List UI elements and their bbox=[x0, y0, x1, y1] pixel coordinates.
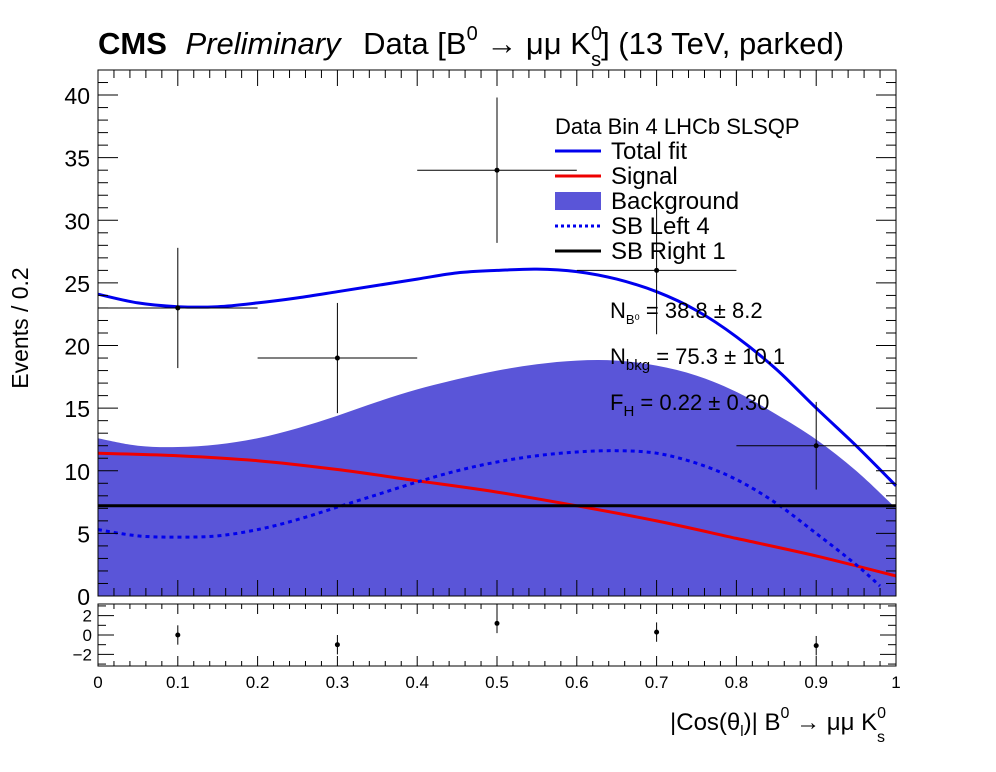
y-tick-label: 0 bbox=[77, 584, 90, 610]
title-text-pre: Data [B bbox=[363, 26, 466, 61]
title-text-mid: → μμ K bbox=[478, 26, 592, 61]
residual-point bbox=[654, 622, 660, 642]
data-point bbox=[257, 302, 418, 414]
residual-x-axis: 0 0.1 0.2 0.3 0.4 0.5 0.6 0.7 0.8 0.9 1 bbox=[93, 604, 901, 692]
legend: Data Bin 4 LHCb SLSQP Total fitSignalBac… bbox=[555, 114, 800, 265]
main-x-ticks bbox=[97, 70, 897, 596]
x-tick-label: 0.3 bbox=[326, 673, 350, 692]
x-tick-label: 0.6 bbox=[565, 673, 589, 692]
data-marker bbox=[494, 167, 500, 173]
y-tick-label: 10 bbox=[64, 459, 90, 485]
legend-label: Total fit bbox=[611, 138, 687, 165]
title-sup1: 0 bbox=[467, 23, 478, 45]
nsig-annotation: NB⁰ = 38.8 ± 8.2 bbox=[610, 298, 763, 327]
x-axis-label: |Cos(θl)| B0 → μμ K0 s bbox=[670, 705, 886, 746]
x-tick-label: 0 bbox=[93, 673, 102, 692]
data-marker bbox=[334, 355, 340, 361]
x-tick-label: 0.4 bbox=[405, 673, 429, 692]
data-point bbox=[98, 247, 258, 369]
fh-annotation: FH = 0.22 ± 0.30 bbox=[610, 390, 769, 420]
residual-point bbox=[334, 635, 340, 655]
legend-label: SB Right 1 bbox=[611, 238, 726, 265]
x-tick-label: 0.8 bbox=[725, 673, 749, 692]
residual-marker bbox=[654, 629, 660, 635]
res-y-tick-label: 2 bbox=[83, 607, 92, 626]
y-tick-label: 20 bbox=[64, 334, 90, 360]
legend-swatch bbox=[555, 192, 601, 210]
legend-label: Background bbox=[611, 188, 739, 215]
data-point bbox=[417, 97, 577, 243]
residual-point bbox=[494, 613, 500, 634]
x-tick-label: 0.5 bbox=[485, 673, 509, 692]
cms-label: CMS bbox=[98, 26, 167, 61]
fit-annotations: NB⁰ = 38.8 ± 8.2 Nbkg = 75.3 ± 10.1 FH =… bbox=[610, 298, 785, 420]
data-marker bbox=[654, 267, 660, 273]
data-points bbox=[98, 97, 896, 490]
main-plot: 0 5 10 15 20 25 30 35 40 bbox=[64, 69, 898, 610]
res-y-tick-label: −2 bbox=[73, 645, 92, 664]
x-tick-label: 0.1 bbox=[166, 673, 190, 692]
x-tick-label: 0.9 bbox=[804, 673, 828, 692]
y-tick-label: 5 bbox=[77, 521, 90, 547]
y-tick-label: 35 bbox=[64, 146, 90, 172]
legend-entry: Signal bbox=[555, 163, 678, 190]
legend-label: SB Left 4 bbox=[611, 213, 710, 240]
y-tick-label: 40 bbox=[64, 83, 90, 109]
residual-point bbox=[813, 635, 819, 656]
main-y-axis: 0 5 10 15 20 25 30 35 40 bbox=[64, 69, 896, 610]
title-text-post: ] (13 TeV, parked) bbox=[601, 26, 844, 61]
legend-entry: Background bbox=[555, 188, 739, 215]
data-point bbox=[576, 206, 737, 335]
residual-marker bbox=[494, 620, 500, 626]
residual-point bbox=[175, 625, 181, 645]
total-fit-line bbox=[97, 267, 898, 487]
nbkg-annotation: Nbkg = 75.3 ± 10.1 bbox=[610, 344, 785, 374]
background-area bbox=[98, 359, 896, 596]
x-tick-label: 1 bbox=[891, 673, 900, 692]
data-point bbox=[736, 401, 896, 490]
residual-marker bbox=[334, 642, 340, 648]
data-marker bbox=[175, 305, 181, 311]
figure-title: CMS Preliminary Data [B0 → μμ K0 s] (13 T… bbox=[98, 23, 844, 71]
residual-y-axis: −202 bbox=[73, 605, 896, 665]
y-tick-label: 25 bbox=[64, 271, 90, 297]
title-sub2: s bbox=[591, 49, 601, 71]
y-axis-label: Events / 0.2 bbox=[7, 267, 33, 388]
y-tick-label: 30 bbox=[64, 208, 90, 234]
legend-entry: SB Left 4 bbox=[555, 213, 710, 240]
legend-label: Signal bbox=[611, 163, 678, 190]
residual-plot: −202 0 0.1 0.2 0.3 0.4 0.5 0.6 0.7 0.8 0.9 1 bbox=[73, 603, 901, 692]
preliminary-label: Preliminary bbox=[186, 26, 344, 61]
x-tick-label: 0.2 bbox=[246, 673, 270, 692]
data-marker bbox=[813, 443, 819, 449]
legend-entry: Total fit bbox=[555, 138, 687, 165]
residual-marker bbox=[813, 643, 819, 649]
legend-entry: SB Right 1 bbox=[555, 238, 726, 265]
legend-header: Data Bin 4 LHCb SLSQP bbox=[555, 114, 800, 139]
y-tick-label: 15 bbox=[64, 396, 90, 422]
res-y-tick-label: 0 bbox=[83, 626, 92, 645]
residual-points bbox=[175, 613, 819, 656]
sb-left-line bbox=[97, 449, 882, 588]
x-tick-label: 0.7 bbox=[645, 673, 669, 692]
residual-marker bbox=[175, 632, 181, 638]
signal-line bbox=[97, 451, 897, 578]
title-sup2: 0 bbox=[591, 23, 602, 45]
